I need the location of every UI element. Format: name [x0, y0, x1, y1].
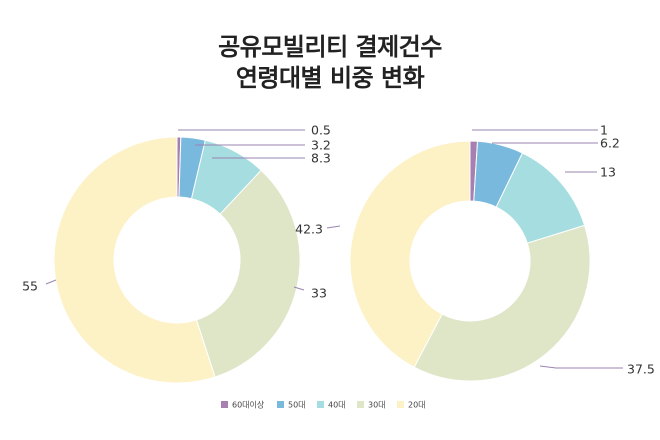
donut-chart-2: 16.2 13 37.5 42.3	[295, 123, 655, 382]
legend-label: 60대이상	[232, 400, 265, 410]
chart-title: 공유모빌리티 결제건수 연령대별 비중 변화	[0, 32, 660, 94]
donut-slice-30대	[195, 169, 301, 378]
legend-swatch	[397, 401, 404, 408]
legend-swatch	[221, 401, 228, 408]
leader-line	[45, 279, 57, 285]
data-label: 1	[600, 123, 608, 138]
legend-swatch	[317, 401, 324, 408]
data-label: 42.3	[295, 222, 323, 237]
legend: 60대이상 50대 40대 30대 20대	[221, 400, 426, 410]
leader-line	[326, 225, 341, 229]
data-label: 6.2	[600, 136, 620, 151]
data-label: 37.5	[627, 362, 655, 377]
data-label: 3.2	[311, 138, 331, 153]
legend-label: 20대	[408, 401, 426, 410]
legend-label: 50대	[288, 401, 306, 410]
data-label: 0.5	[311, 123, 331, 138]
legend-label: 40대	[328, 401, 346, 410]
donut-slice-30대	[413, 224, 591, 382]
legend-label: 30대	[368, 401, 386, 410]
data-label: 33	[311, 286, 327, 301]
chart-title-line-2: 연령대별 비중 변화	[235, 64, 425, 92]
legend-swatch	[357, 401, 364, 408]
data-label: 8.3	[311, 151, 331, 166]
data-label: 13	[600, 165, 616, 180]
leader-line	[293, 286, 305, 291]
chart-title-line-1: 공유모빌리티 결제건수	[218, 33, 442, 61]
data-label: 55	[22, 279, 38, 294]
donut-chart-1: 0.53.28.3 33 55	[22, 123, 331, 384]
legend-swatch	[277, 401, 284, 408]
donut-slice-20대	[349, 140, 471, 368]
donut-slice-20대	[53, 136, 216, 384]
leader-line	[539, 365, 623, 369]
